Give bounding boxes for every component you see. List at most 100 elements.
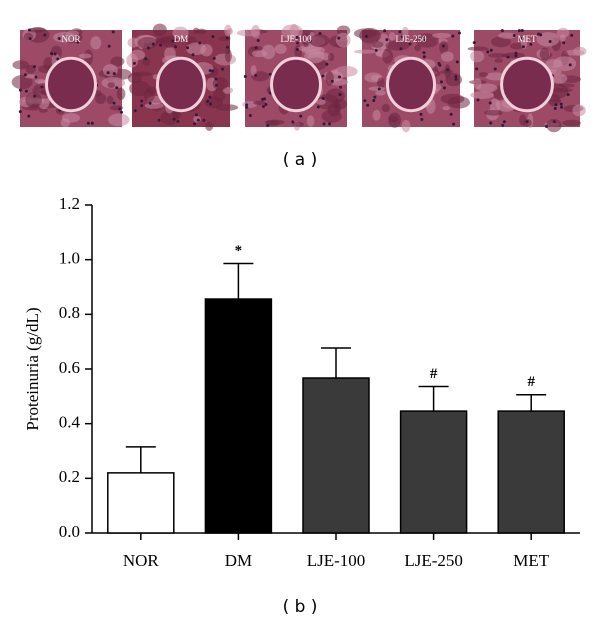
nucleus — [111, 30, 115, 34]
bar — [107, 472, 175, 534]
nucleus — [377, 87, 381, 91]
tissue-texture — [193, 115, 201, 123]
tissue-texture — [470, 91, 494, 99]
nucleus — [40, 85, 44, 89]
chart-caption: ( b ) — [283, 597, 318, 617]
tissue-texture — [274, 43, 287, 55]
tissue-texture — [65, 30, 79, 37]
nucleus — [296, 41, 300, 45]
nucleus — [90, 121, 94, 125]
glomerulus — [45, 56, 97, 113]
nucleus — [196, 118, 200, 122]
nucleus — [208, 69, 212, 73]
tissue-texture — [498, 32, 517, 39]
nucleus — [192, 122, 196, 126]
nucleus — [53, 52, 57, 56]
tissue-texture — [106, 95, 114, 105]
tissue-texture — [126, 53, 139, 68]
tissue-texture — [212, 77, 228, 91]
histology-image: MET — [467, 27, 587, 133]
tissue-texture — [371, 41, 384, 48]
nucleus — [446, 68, 450, 72]
nucleus — [373, 95, 377, 99]
nucleus — [174, 45, 178, 49]
tissue-texture — [401, 119, 411, 133]
tissue-texture — [192, 27, 200, 34]
glomerulus — [270, 56, 322, 113]
tissue-texture — [164, 46, 176, 62]
nucleus — [489, 48, 493, 52]
nucleus — [191, 53, 195, 57]
tissue-texture — [485, 72, 506, 81]
tissue-texture — [102, 64, 118, 77]
nucleus — [441, 44, 445, 48]
nucleus — [209, 102, 213, 106]
tissue-texture — [137, 36, 159, 49]
tissue-texture — [309, 33, 330, 48]
tissue-texture — [303, 49, 325, 64]
tissue-texture — [509, 42, 524, 50]
y-tick-label: 0.6 — [59, 358, 80, 377]
nucleus — [264, 102, 268, 106]
tissue-texture — [78, 53, 92, 59]
nucleus — [339, 85, 343, 89]
histology-image: NOR — [11, 27, 132, 128]
tissue-texture — [116, 87, 126, 100]
nucleus — [439, 80, 443, 84]
nucleus — [442, 86, 446, 90]
tissue-texture — [494, 58, 503, 63]
nucleus — [32, 65, 36, 69]
nucleus — [225, 36, 229, 40]
nucleus — [206, 99, 210, 103]
nucleus — [422, 55, 426, 59]
tissue-texture — [440, 69, 454, 75]
tissue-texture — [385, 40, 410, 51]
y-tick-label: 1.0 — [59, 249, 80, 268]
nucleus — [501, 123, 505, 127]
panel-label: NOR — [61, 34, 80, 44]
nucleus — [254, 46, 258, 50]
nucleus — [214, 77, 218, 81]
tissue-texture — [95, 93, 107, 105]
nucleus — [261, 104, 265, 108]
nucleus — [520, 37, 524, 41]
nucleus — [194, 113, 198, 117]
nucleus — [86, 121, 90, 125]
nucleus — [451, 34, 455, 38]
nucleus — [254, 73, 258, 77]
nucleus — [27, 28, 31, 32]
tissue-texture — [23, 32, 34, 41]
tissue-texture — [440, 51, 454, 62]
x-tick-label: MET — [513, 551, 550, 570]
nucleus — [489, 121, 493, 125]
tissue-texture — [156, 38, 165, 46]
tissue-texture — [186, 42, 207, 56]
tissue-texture — [11, 75, 33, 90]
nucleus — [422, 51, 426, 55]
nucleus — [202, 118, 206, 122]
nucleus — [321, 74, 325, 78]
nucleus — [118, 107, 122, 111]
x-tick-label: LJE-100 — [307, 551, 366, 570]
nucleus — [408, 42, 412, 46]
x-tick-label: DM — [225, 551, 252, 570]
nucleus — [198, 41, 202, 45]
panel-label: DM — [174, 34, 189, 44]
nucleus — [383, 29, 387, 33]
nucleus — [321, 96, 325, 100]
nucleus — [119, 110, 123, 114]
tissue-texture — [335, 32, 351, 48]
x-tick-label: NOR — [123, 551, 160, 570]
tissue-texture — [302, 33, 310, 48]
tissue-texture — [224, 48, 232, 63]
nucleus — [261, 97, 265, 101]
nucleus — [475, 67, 479, 71]
tissue-texture — [28, 27, 46, 33]
tissue-texture — [559, 33, 566, 42]
tissue-texture — [109, 105, 124, 111]
tissue-texture — [253, 100, 266, 106]
nucleus — [318, 32, 322, 36]
nucleus — [299, 114, 303, 118]
nucleus — [398, 30, 402, 34]
nucleus — [512, 34, 516, 38]
